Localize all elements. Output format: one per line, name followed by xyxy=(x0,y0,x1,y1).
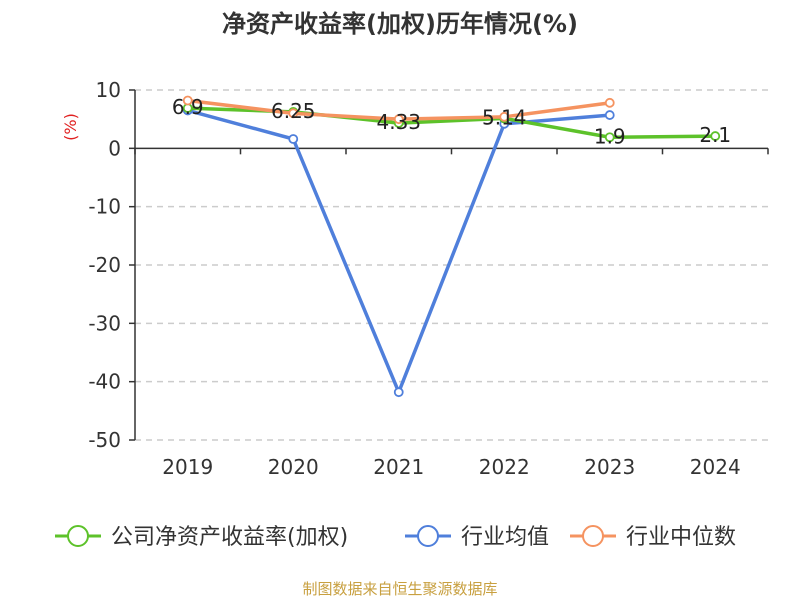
data-label: 2.1 xyxy=(699,123,731,147)
data-point xyxy=(393,114,404,125)
data-point xyxy=(604,132,615,143)
y-tick-label: -50 xyxy=(88,428,121,452)
legend: 公司净资产收益率(加权) 行业均值 行业中位数 xyxy=(55,525,736,550)
y-tick-label: 0 xyxy=(108,136,121,160)
legend-marker xyxy=(582,525,604,547)
data-point xyxy=(288,108,299,119)
y-tick-label: -20 xyxy=(88,253,121,277)
x-tick-label: 2021 xyxy=(373,455,424,479)
x-tick-label: 2024 xyxy=(690,455,741,479)
y-axis-unit-label: (%) xyxy=(61,113,80,141)
data-point xyxy=(710,131,721,141)
legend-marker xyxy=(417,525,439,547)
y-tick-label: -30 xyxy=(88,311,121,335)
grid-lines xyxy=(135,89,768,441)
data-label: 5.14 xyxy=(482,105,527,129)
series-line xyxy=(187,108,610,394)
data-label: 4.33 xyxy=(376,110,421,134)
x-tick-label: 2019 xyxy=(162,455,213,479)
legend-label: 公司净资产收益率(加权) xyxy=(111,525,348,550)
data-point xyxy=(604,97,615,108)
data-point xyxy=(604,110,615,120)
data-label: 6.25 xyxy=(271,99,316,123)
legend-marker xyxy=(67,525,89,547)
y-tick-label: 10 xyxy=(96,78,121,102)
data-label: 6.9 xyxy=(172,95,204,119)
series-lines xyxy=(182,95,721,398)
y-tick-label: -40 xyxy=(88,370,121,394)
data-point xyxy=(393,387,404,398)
y-tick-label: -10 xyxy=(88,195,121,219)
data-point xyxy=(499,111,510,122)
x-tick-label: 2022 xyxy=(479,455,530,479)
chart-title: 净资产收益率(加权)历年情况(%) xyxy=(222,10,578,38)
data-point xyxy=(288,134,299,144)
x-tick-label: 2020 xyxy=(268,455,319,479)
x-tick-label: 2023 xyxy=(584,455,635,479)
data-label: 1.9 xyxy=(594,124,626,148)
legend-label: 行业中位数 xyxy=(626,525,736,550)
data-labels: 6.9 6.25 4.33 5.14 1.9 2.1 xyxy=(172,95,731,148)
source-note: 制图数据来自恒生聚源数据库 xyxy=(302,580,497,598)
legend-label: 行业均值 xyxy=(461,525,549,550)
axes: 10 0 -10 -20 -30 -40 -50 2019 2020 2021 2022 2023 20… xyxy=(88,78,769,479)
data-point xyxy=(182,95,193,106)
